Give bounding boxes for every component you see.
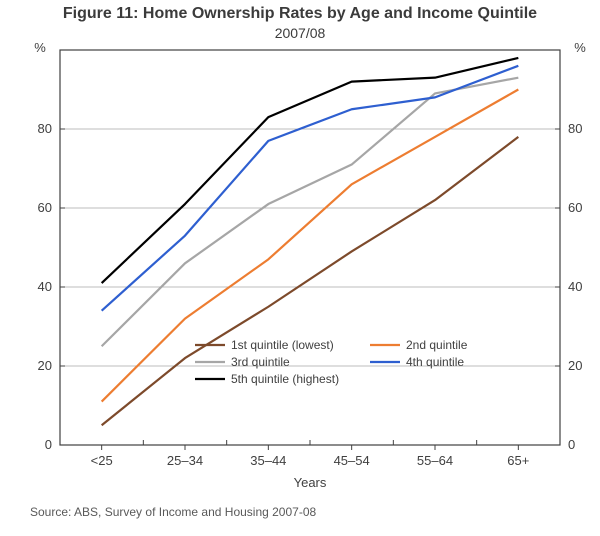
y-label-left: % [34,40,46,55]
y-tick-right: 80 [568,121,582,136]
legend-label: 2nd quintile [406,338,468,352]
y-tick-left: 20 [38,358,52,373]
figure: Figure 11: Home Ownership Rates by Age a… [0,0,600,536]
y-tick-right: 40 [568,279,582,294]
legend-label: 4th quintile [406,355,464,369]
y-tick-left: 0 [45,437,52,452]
y-tick-right: 20 [568,358,582,373]
x-tick-label: 45–54 [334,453,370,468]
y-tick-right: 60 [568,200,582,215]
x-tick-label: <25 [91,453,113,468]
legend-label: 1st quintile (lowest) [231,338,334,352]
x-tick-label: 25–34 [167,453,203,468]
x-tick-label: 65+ [507,453,529,468]
y-tick-left: 60 [38,200,52,215]
x-tick-label: 55–64 [417,453,453,468]
y-tick-right: 0 [568,437,575,452]
y-label-right: % [574,40,586,55]
x-axis-label: Years [294,475,327,490]
y-tick-left: 80 [38,121,52,136]
y-tick-left: 40 [38,279,52,294]
legend-label: 5th quintile (highest) [231,372,339,386]
legend-label: 3rd quintile [231,355,290,369]
source-text: Source: ABS, Survey of Income and Housin… [30,505,316,519]
chart-svg: 0 0 20 20 40 40 60 60 80 80%% <25 25–34 35–44 45–54 55… [0,0,600,536]
x-tick-label: 35–44 [250,453,286,468]
